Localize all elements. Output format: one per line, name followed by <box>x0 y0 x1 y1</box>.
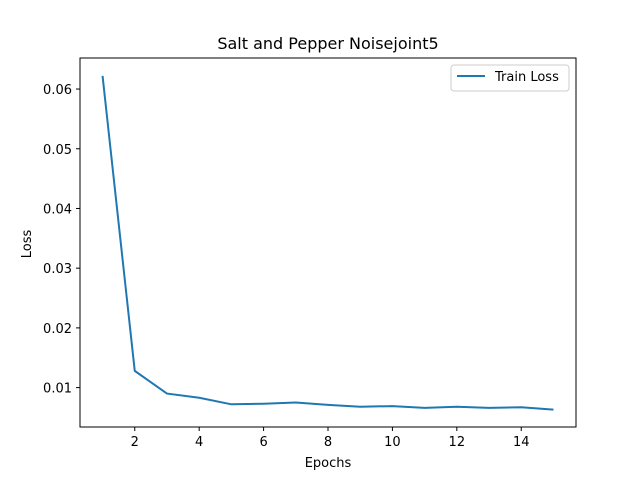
x-tick-label: 6 <box>259 435 267 450</box>
x-tick-label: 12 <box>449 435 466 450</box>
y-tick-label: 0.02 <box>43 322 72 337</box>
y-tick-label: 0.01 <box>43 382 72 397</box>
legend-label-train-loss: Train Loss <box>494 70 559 85</box>
plot-area-background <box>80 58 576 427</box>
y-tick-label: 0.05 <box>43 143 72 158</box>
x-tick-label: 2 <box>131 435 139 450</box>
x-tick-label: 14 <box>513 435 530 450</box>
y-tick-label: 0.04 <box>43 202 72 217</box>
legend: Train Loss <box>450 64 570 92</box>
x-tick-label: 4 <box>195 435 203 450</box>
chart-title: Salt and Pepper Noisejoint5 <box>217 34 438 53</box>
x-axis-title: Epochs <box>305 456 352 471</box>
x-axis: 2 4 6 8 10 12 14 <box>131 427 530 450</box>
legend-box <box>450 64 570 92</box>
y-tick-label: 0.03 <box>43 262 72 277</box>
y-tick-label: 0.06 <box>43 83 72 98</box>
x-tick-label: 10 <box>384 435 401 450</box>
y-axis-title: Loss <box>20 230 35 259</box>
y-axis: 0.01 0.02 0.03 0.04 0.05 0.06 <box>43 83 80 397</box>
x-tick-label: 8 <box>324 435 332 450</box>
series-layer <box>101 75 554 411</box>
